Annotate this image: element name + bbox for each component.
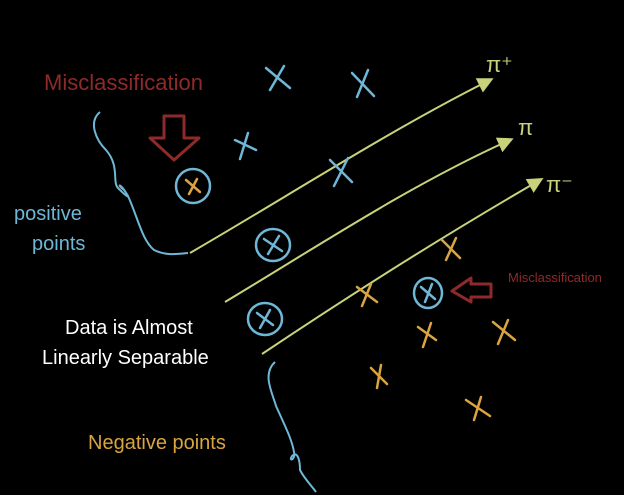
negative-point (440, 236, 462, 262)
positive-points (233, 64, 444, 337)
data-caption-line1: Data is Almost (65, 317, 193, 339)
negative-points (174, 167, 517, 422)
misclassification-top-label: Misclassification (44, 70, 203, 95)
negative-point (355, 282, 379, 308)
positive-point-circled (254, 227, 292, 263)
negative-point (491, 318, 517, 346)
positive-point-misclassified (412, 276, 444, 310)
negative-point (416, 321, 438, 349)
misclass-down-arrow (148, 114, 201, 162)
plane-mid-label: π (518, 115, 533, 140)
plane-lower-line (261, 177, 544, 355)
data-caption-line2: Linearly Separable (42, 347, 209, 369)
negative-label: Negative points (88, 432, 226, 454)
positive-label-line1: positive (14, 203, 82, 225)
negative-pointer-squiggle (267, 361, 317, 493)
positive-label-line2: points (32, 233, 85, 255)
positive-pointer-squiggle (92, 111, 189, 256)
positive-point (264, 64, 292, 92)
positive-point-circled (246, 301, 284, 337)
positive-point (350, 68, 376, 99)
positive-point (328, 156, 354, 188)
misclass-left-arrow (450, 276, 493, 304)
misclassification-right-label: Misclassification (508, 270, 602, 285)
negative-point (369, 363, 389, 390)
negative-point (464, 395, 492, 422)
plane-upper-line (189, 78, 494, 254)
plane-lower-label: π⁻ (546, 172, 573, 197)
plane-upper-label: π⁺ (486, 52, 513, 77)
negative-point-misclassified (174, 167, 212, 205)
plane-mid-line (224, 137, 514, 303)
positive-point (233, 131, 258, 161)
